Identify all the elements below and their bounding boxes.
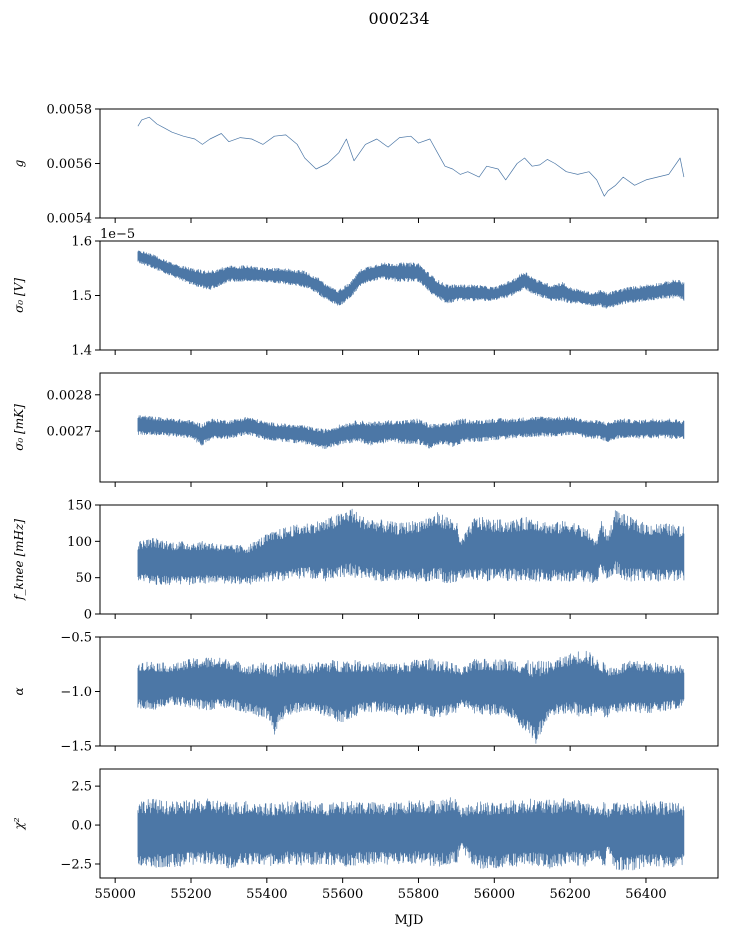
x-tick-label: 55400 <box>246 887 287 902</box>
x-tick-label: 56000 <box>474 887 515 902</box>
x-tick-label: 55000 <box>94 887 135 902</box>
y-tick-label: 0.0 <box>71 819 92 834</box>
y-tick-label: 150 <box>67 499 92 514</box>
axes-frame <box>99 504 719 615</box>
y-tick-label: 0 <box>84 608 92 623</box>
y-tick-label: 0.0058 <box>47 103 93 118</box>
axes-frame <box>99 372 719 483</box>
y-tick-label: −1.5 <box>60 740 92 755</box>
y-tick-label: −1.0 <box>60 685 92 700</box>
y-tick-label: 2.5 <box>71 780 92 795</box>
subplot-stack: 0.0054 0.0056 0.0058 g 1.4 1.5 1.6 1e−5 σ₀ [V] 0.… <box>12 103 719 902</box>
axes-frame <box>99 768 719 879</box>
series-core <box>137 662 684 728</box>
series-core <box>137 520 684 577</box>
y-tick-label: 0.0028 <box>47 388 93 403</box>
axes-frame <box>99 108 719 219</box>
y-axis-label: σ₀ [mK] <box>12 404 26 451</box>
series-core <box>137 418 684 446</box>
y-tick-label: 1.4 <box>71 344 92 359</box>
subplot-4: 0 50 100 150 f_knee [mHz] <box>12 499 719 623</box>
y-offset-label: 1e−5 <box>100 227 135 242</box>
y-axis-label: α <box>12 687 26 695</box>
y-tick-label: 100 <box>67 535 92 550</box>
y-axis-label: g <box>12 159 26 167</box>
y-axis-label: σ₀ [V] <box>12 278 26 313</box>
y-tick-label: 0.0054 <box>47 212 93 227</box>
series-line <box>137 116 685 197</box>
y-tick-label: 1.6 <box>71 235 92 250</box>
y-axis-label: χ² <box>12 817 26 830</box>
figure-title: 000234 <box>368 9 429 28</box>
x-tick-label: 55600 <box>322 887 363 902</box>
x-tick-label: 56400 <box>625 887 666 902</box>
y-tick-label: 0.0027 <box>47 425 93 440</box>
x-axis-label: MJD <box>395 913 424 928</box>
subplot-6: −2.5 0.0 2.5 55000 55200 55400 55600 55800 56000… <box>12 768 719 902</box>
subplot-1: 0.0054 0.0056 0.0058 g <box>12 103 719 227</box>
subplot-3: 0.0027 0.0028 σ₀ [mK] <box>12 372 719 487</box>
series-core <box>137 809 684 858</box>
x-tick-label: 56200 <box>549 887 590 902</box>
x-tick-label: 55800 <box>398 887 439 902</box>
y-tick-label: −2.5 <box>60 857 92 872</box>
y-tick-label: −0.5 <box>60 631 92 646</box>
subplot-2: 1.4 1.5 1.6 1e−5 σ₀ [V] <box>12 227 719 359</box>
y-tick-label: 1.5 <box>71 289 92 304</box>
x-tick-label: 55200 <box>170 887 211 902</box>
y-tick-label: 0.0056 <box>47 157 93 172</box>
y-tick-label: 50 <box>75 571 92 586</box>
subplot-5: −1.5 −1.0 −0.5 α <box>12 631 719 755</box>
y-axis-label: f_knee [mHz] <box>12 519 26 601</box>
series-core <box>137 251 684 306</box>
